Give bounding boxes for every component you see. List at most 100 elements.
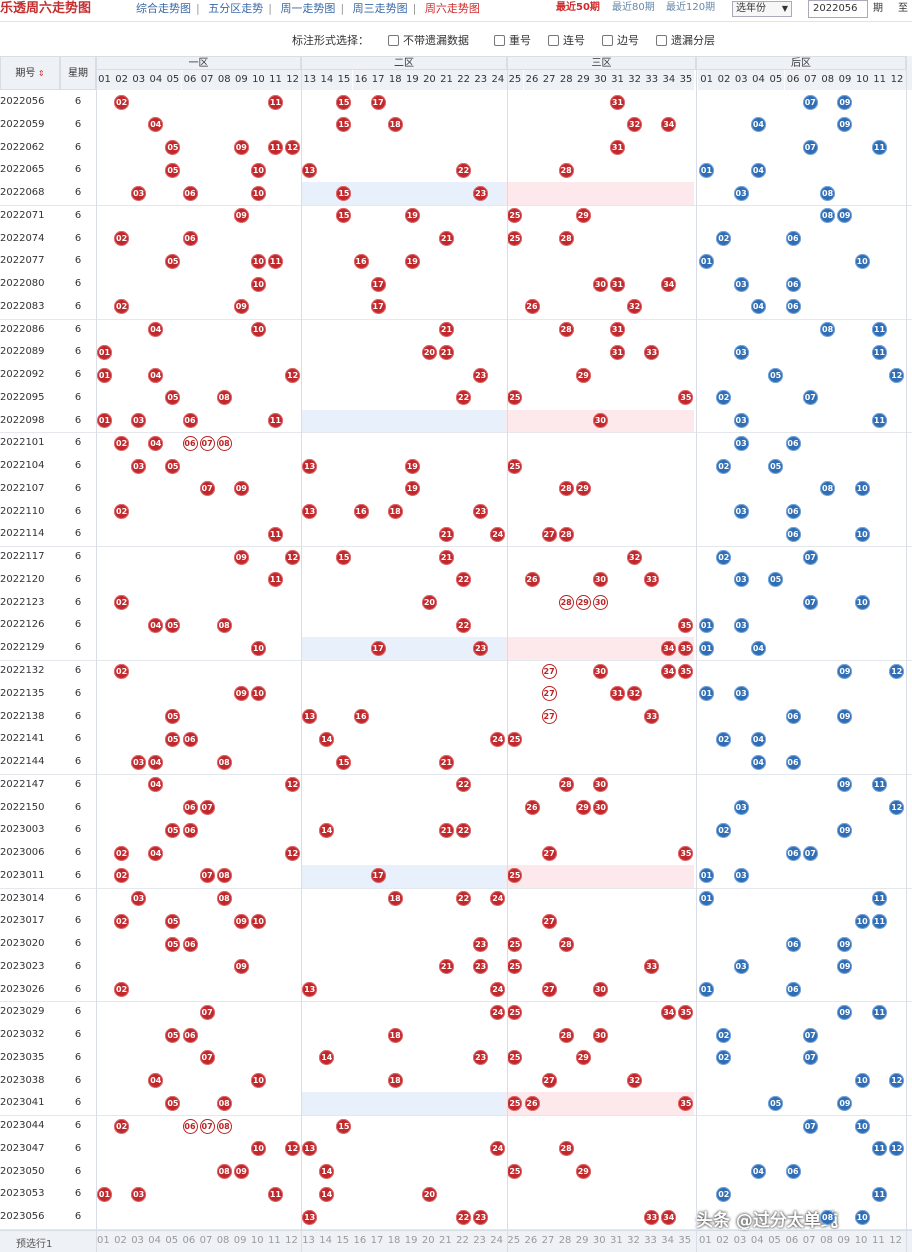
preselect-number[interactable]: 06: [182, 1235, 196, 1246]
nav-five-zone[interactable]: 五分区走势: [208, 2, 264, 15]
preselect-number[interactable]: 16: [353, 1235, 367, 1246]
nav-saturday[interactable]: 周六走势图: [424, 2, 480, 15]
recent-120[interactable]: 最近120期: [666, 2, 716, 13]
back-ball: 05: [768, 458, 784, 474]
option-layer[interactable]: 遗漏分层: [656, 32, 715, 48]
back-ball: 02: [716, 1186, 732, 1202]
preselect-number[interactable]: 30: [592, 1235, 606, 1246]
group-divider: [0, 546, 912, 548]
back-ball: 09: [837, 94, 853, 110]
checkbox[interactable]: [656, 34, 667, 46]
period-input[interactable]: 2022056: [808, 0, 868, 18]
preselect-number[interactable]: 02: [114, 1235, 127, 1246]
back-number-header: 09: [836, 70, 854, 90]
table-row: 2022107 6: [0, 478, 912, 501]
preselect-number[interactable]: 25: [507, 1235, 521, 1246]
preselect-back-number[interactable]: 12: [889, 1235, 903, 1246]
front-ball: 22: [456, 162, 472, 178]
preselect-number[interactable]: 13: [302, 1235, 315, 1246]
preselect-number[interactable]: 33: [644, 1235, 657, 1246]
recent-80[interactable]: 最近80期: [612, 2, 655, 13]
back-number-header: 02: [715, 70, 733, 90]
back-ball: 03: [733, 686, 749, 702]
front-ball: 28: [558, 322, 574, 338]
front-ball: 27: [541, 526, 557, 542]
week-cell: 6: [74, 96, 82, 107]
recent-50[interactable]: 最近50期: [556, 2, 600, 13]
nav-overall[interactable]: 综合走势图: [136, 2, 191, 15]
checkbox[interactable]: [388, 34, 399, 46]
front-ball: 31: [610, 94, 625, 110]
preselect-number[interactable]: 23: [473, 1235, 486, 1246]
period-header[interactable]: 期号 ⇕: [0, 56, 60, 90]
option-consecutive[interactable]: 连号: [548, 32, 585, 48]
front-ball: 08: [216, 617, 232, 633]
preselect-back-number[interactable]: 08: [820, 1235, 833, 1246]
preselect-number[interactable]: 21: [439, 1235, 452, 1246]
preselect-number[interactable]: 27: [541, 1235, 555, 1246]
table-row: 2023023 6: [0, 956, 912, 979]
option-edge[interactable]: 边号: [602, 32, 639, 48]
preselect-back-number[interactable]: 09: [837, 1235, 851, 1246]
preselect-number[interactable]: 12: [285, 1235, 298, 1246]
preselect-number[interactable]: 31: [610, 1235, 623, 1246]
preselect-back-number[interactable]: 03: [733, 1235, 747, 1246]
group-divider: [0, 318, 912, 320]
preselect-number[interactable]: 17: [370, 1235, 384, 1246]
nav-wednesday[interactable]: 周三走势图: [352, 2, 408, 15]
nav-monday[interactable]: 周一走势图: [280, 2, 336, 15]
front-ball: 04: [148, 617, 164, 633]
preselect-number[interactable]: 28: [558, 1235, 572, 1246]
preselect-number[interactable]: 03: [131, 1235, 144, 1246]
preselect-number[interactable]: 24: [490, 1235, 504, 1246]
front-ball: 12: [285, 777, 301, 793]
preselect-back-number[interactable]: 02: [716, 1235, 730, 1246]
preselect-number[interactable]: 19: [404, 1235, 418, 1246]
preselect-row[interactable]: 预选行1 01 02 03 04 05 06 07 08 09 10 11 12 13 14 15 16 17 1…: [0, 1230, 912, 1252]
checkbox[interactable]: [494, 34, 505, 46]
option-repeat[interactable]: 重号: [494, 32, 531, 48]
front-ball: 02: [114, 663, 130, 679]
front-ball: 29: [575, 208, 591, 224]
preselect-number[interactable]: 07: [199, 1235, 213, 1246]
preselect-number[interactable]: 09: [233, 1235, 247, 1246]
preselect-number[interactable]: 29: [575, 1235, 589, 1246]
preselect-number[interactable]: 11: [268, 1235, 281, 1246]
front-ball: 33: [644, 959, 660, 975]
preselect-back-number[interactable]: 04: [750, 1235, 764, 1246]
checkbox[interactable]: [548, 34, 559, 46]
preselect-back-number[interactable]: 11: [872, 1235, 885, 1246]
preselect-number[interactable]: 32: [627, 1235, 640, 1246]
preselect-number[interactable]: 34: [661, 1235, 675, 1246]
front-ball: 28: [558, 1027, 574, 1043]
preselect-number[interactable]: 20: [421, 1235, 435, 1246]
preselect-number[interactable]: 26: [524, 1235, 538, 1246]
period-cell: 2022120: [0, 573, 45, 585]
preselect-back-number[interactable]: 10: [854, 1235, 868, 1246]
back-ball: 10: [854, 1209, 870, 1225]
preselect-back-number[interactable]: 01: [699, 1235, 712, 1246]
preselect-number[interactable]: 10: [250, 1235, 264, 1246]
preselect-number[interactable]: 18: [387, 1235, 401, 1246]
preselect-number[interactable]: 14: [319, 1235, 333, 1246]
preselect-number[interactable]: 35: [678, 1235, 692, 1246]
preselect-number[interactable]: 01: [97, 1235, 110, 1246]
preselect-number[interactable]: 05: [165, 1235, 179, 1246]
preselect-back-number[interactable]: 07: [802, 1235, 816, 1246]
preselect-number[interactable]: 08: [216, 1235, 230, 1246]
week-cell: 6: [74, 960, 82, 972]
option-no-missing[interactable]: 不带遗漏数据: [388, 32, 469, 48]
checkbox[interactable]: [602, 34, 613, 46]
front-number-header: 13: [301, 70, 319, 90]
period-cell: 2022095: [0, 391, 45, 403]
year-select[interactable]: 选年份 ▼: [732, 1, 792, 17]
period-cell: 2023014: [0, 892, 45, 904]
preselect-number[interactable]: 22: [456, 1235, 469, 1246]
preselect-number[interactable]: 04: [148, 1235, 162, 1246]
preselect-back-number[interactable]: 06: [785, 1235, 799, 1246]
week-cell: 6: [74, 687, 82, 699]
preselect-number[interactable]: 15: [336, 1235, 350, 1246]
period-header-label: 期号: [15, 68, 36, 79]
preselect-back-number[interactable]: 05: [768, 1235, 781, 1246]
period-suffix: 期: [873, 3, 883, 14]
